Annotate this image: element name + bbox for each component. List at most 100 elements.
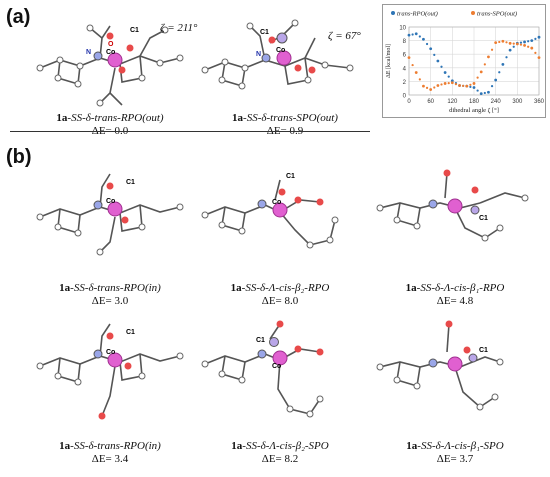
plot-area [408, 26, 540, 96]
caption-2-rest: SPO(out) [296, 112, 338, 124]
data-point-2 [505, 41, 508, 44]
atom-label-co: Co [272, 363, 281, 370]
caption-3: 1a-SS-δ-trans-RPO(in) ΔE= 3.0 [20, 282, 200, 308]
caption-7-prefix: 1a [231, 440, 243, 452]
data-point-1 [407, 33, 411, 37]
caption-8: 1a-SS-δ-Λ-cis-β₁-SPO ΔE= 3.7 [365, 440, 545, 466]
data-point-2 [414, 71, 418, 74]
molecule-4-image: Co C1 [201, 173, 339, 249]
molecule-1-image: Co N C1 O [36, 24, 184, 107]
data-point-1 [447, 75, 450, 78]
molecule-5-image: C1 [376, 169, 529, 242]
caption-5-rest: ₁-RPO [475, 282, 505, 294]
data-point-1 [490, 85, 494, 88]
data-point-1 [501, 63, 505, 66]
data-point-2 [501, 39, 505, 43]
data-point-1 [479, 92, 483, 96]
x-tick-label: 240 [491, 99, 502, 105]
x-tick-label: 120 [447, 99, 458, 105]
data-point-1 [523, 40, 526, 44]
data-point-2 [425, 86, 429, 89]
data-point-2 [469, 83, 472, 86]
x-tick-label: 180 [469, 99, 480, 105]
x-axis-label: dihedral angle ζ [°] [449, 107, 499, 114]
data-point-2 [407, 56, 411, 59]
caption-4-rest: ₂-RPO [300, 282, 330, 294]
caption-4-italic: -SS-δ-Λ-cis-β [241, 282, 301, 294]
data-point-2 [479, 70, 483, 74]
zeta-angle-2: ζ = 67° [328, 30, 361, 42]
molecule-8-image: C1 [376, 320, 504, 411]
y-axis-label: ΔE [kcal/mol] [386, 44, 392, 78]
data-point-1 [527, 40, 530, 43]
data-point-1 [443, 71, 447, 74]
caption-3-prefix: 1a [59, 282, 71, 294]
data-point-1 [425, 42, 429, 46]
caption-5-italic: -SS-δ-Λ-cis-β [416, 282, 476, 294]
atom-label-co: Co [272, 199, 281, 206]
data-point-2 [534, 51, 537, 54]
caption-3-rest: RPO(in) [123, 282, 161, 294]
panel-label-b: (b) [6, 146, 32, 168]
molecule-2-image: Co N C1 [201, 19, 354, 90]
x-tick-label: 300 [512, 99, 523, 105]
data-point-1 [418, 35, 421, 38]
data-point-2 [447, 82, 450, 85]
data-point-1 [498, 71, 501, 74]
data-point-2 [411, 63, 414, 67]
data-point-1 [436, 59, 440, 63]
caption-7-energy: ΔE= 8.2 [261, 453, 299, 465]
caption-2-italic: -SS-δ-trans- [243, 112, 297, 124]
molecule-7-image: C1 Co [201, 320, 324, 418]
data-point-2 [476, 76, 479, 79]
data-point-2 [527, 45, 530, 48]
zeta-angle-1: ζ = 211° [160, 22, 198, 34]
atom-label-c1: C1 [286, 173, 295, 180]
data-point-1 [411, 33, 414, 36]
caption-7-italic: -SS-δ-Λ-cis-β [242, 440, 302, 452]
data-point-1 [433, 53, 436, 56]
caption-7-rest: ₂-SPO [301, 440, 329, 452]
data-point-2 [429, 88, 433, 91]
atom-label-co: Co [106, 49, 115, 56]
caption-6-rest: RPO(in) [123, 440, 161, 452]
caption-8-prefix: 1a [406, 440, 418, 452]
data-point-1 [476, 89, 479, 92]
data-point-1 [508, 48, 512, 52]
caption-7: 1a-SS-δ-Λ-cis-β₂-SPO ΔE= 8.2 [190, 440, 370, 466]
data-point-2 [498, 40, 501, 44]
y-tick-label: 0 [403, 94, 407, 100]
data-point-1 [487, 90, 490, 94]
data-point-2 [530, 46, 534, 50]
atom-label-co: Co [106, 349, 115, 356]
atom-label-co: Co [106, 198, 115, 205]
data-point-1 [422, 37, 425, 41]
data-point-2 [422, 84, 425, 88]
caption-1-prefix: 1a [56, 112, 68, 124]
x-tick-label: 360 [534, 99, 545, 105]
molecule-6-image: Co C1 [36, 323, 184, 420]
caption-6-energy: ΔE= 3.4 [91, 453, 129, 465]
data-point-2 [433, 86, 436, 89]
energy-chart-svg: 0 2 4 6 8 10 0 60 120 180 240 300 360 dihedral angle … [386, 11, 545, 115]
data-point-1 [534, 37, 537, 41]
caption-4-energy: ΔE= 8.0 [261, 295, 299, 307]
data-point-2 [454, 83, 458, 86]
data-point-1 [440, 65, 443, 68]
caption-5-prefix: 1a [405, 282, 417, 294]
data-point-1 [519, 41, 523, 44]
caption-5-energy: ΔE= 4.8 [436, 295, 474, 307]
caption-4-prefix: 1a [230, 282, 242, 294]
legend-marker-1 [391, 11, 395, 15]
x-tick-label: 0 [407, 99, 411, 105]
data-point-2 [443, 82, 447, 85]
caption-2-prefix: 1a [232, 112, 244, 124]
data-point-2 [472, 82, 476, 85]
data-point-2 [450, 81, 454, 85]
legend-marker-2 [471, 11, 475, 15]
atom-label-c1: C1 [479, 347, 488, 354]
y-tick-label: 8 [403, 39, 407, 45]
caption-1-italic: -SS-δ-trans- [67, 112, 121, 124]
data-point-2 [515, 42, 519, 46]
data-point-2 [440, 83, 443, 86]
